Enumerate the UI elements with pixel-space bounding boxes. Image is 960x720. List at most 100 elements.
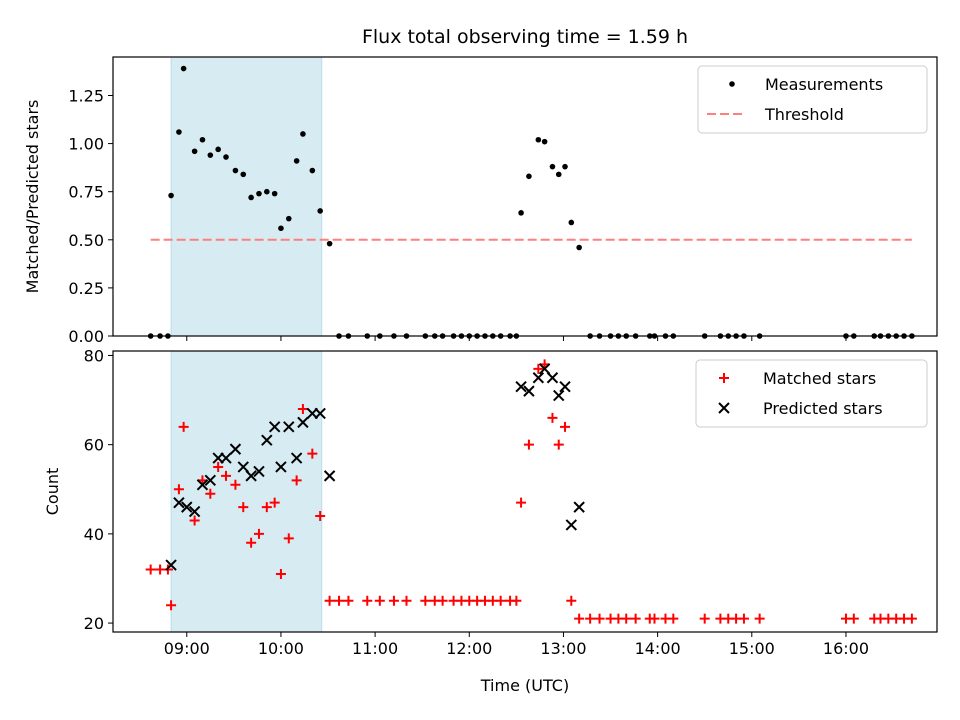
matched-star-point	[291, 475, 302, 486]
x-tick-label: 13:00	[540, 639, 586, 658]
y-tick-label: 0.25	[68, 279, 104, 298]
measurement-point	[256, 190, 262, 197]
matched-star-point	[388, 595, 399, 606]
predicted-star-point	[553, 389, 565, 402]
measurement-point	[526, 173, 532, 180]
matched-star-point	[533, 363, 544, 374]
y-tick-label: 1.00	[68, 135, 104, 154]
matched-star-point	[173, 484, 184, 495]
predicted-star-point	[204, 474, 217, 487]
x-tick-label: 11:00	[352, 639, 398, 658]
matched-star-point	[574, 613, 585, 624]
measurement-point	[168, 192, 174, 199]
matched-star-point	[324, 595, 335, 606]
matched-star-point	[343, 595, 354, 606]
predicted-star-point	[283, 421, 295, 433]
matched-star-point	[315, 511, 326, 522]
y-tick-label: 20	[84, 614, 104, 633]
measurement-point	[278, 225, 284, 232]
shaded-region	[170, 350, 323, 633]
legend-key-measurements	[729, 81, 735, 87]
matched-star-point	[401, 595, 412, 606]
matched-star-point	[594, 613, 605, 624]
matched-star-point	[754, 613, 765, 624]
panel-ratio: 0.00 0.25 0.50 0.75 1.00 1.25 Flux total obser…	[23, 26, 938, 346]
measurement-point	[326, 240, 333, 247]
predicted-star-point	[559, 380, 571, 393]
matched-star-point	[246, 537, 257, 548]
matched-star-point	[585, 613, 596, 624]
measurement-point	[271, 190, 278, 197]
predicted-star-point	[261, 434, 273, 446]
matched-star-point	[297, 403, 308, 414]
matched-star-point	[275, 569, 286, 580]
matched-star-point	[699, 613, 710, 624]
matched-star-point	[166, 600, 177, 611]
measurement-point	[568, 219, 575, 226]
predicted-star-point	[196, 479, 209, 491]
measurement-point	[180, 65, 187, 72]
matched-star-point	[334, 595, 345, 606]
predicted-star-point	[515, 380, 527, 393]
matched-star-point	[230, 479, 241, 490]
measurement-point	[215, 146, 221, 153]
measurement-point	[300, 131, 306, 137]
chart-title: Flux total observing time = 1.59 h	[362, 26, 688, 48]
measurement-point	[555, 171, 562, 178]
matched-star-point	[547, 412, 558, 423]
legend-box	[695, 359, 928, 428]
legend-label: Threshold	[764, 105, 844, 124]
predicted-star-point	[523, 385, 535, 397]
y-tick-label: 80	[84, 346, 104, 365]
y-axis-label: Count	[43, 468, 62, 516]
matched-star-point	[283, 533, 294, 544]
measurement-point	[285, 215, 292, 222]
legend-box	[697, 65, 928, 134]
measurement-point	[518, 210, 524, 216]
predicted-star-point	[188, 505, 201, 518]
matched-star-point	[906, 613, 917, 624]
predicted-star-point	[253, 465, 265, 478]
predicted-star-point	[323, 470, 336, 482]
matched-star-point	[649, 613, 660, 624]
legend-label: Predicted stars	[763, 399, 883, 418]
matched-star-point	[566, 595, 577, 606]
legend-label: Measurements	[765, 75, 883, 94]
x-tick-label: 16:00	[823, 639, 869, 658]
matched-star-point	[307, 448, 318, 459]
measurement-point	[199, 136, 206, 143]
predicted-star-point	[546, 372, 559, 384]
matched-star-point	[362, 595, 373, 606]
x-tick-label: 12:00	[446, 639, 492, 658]
matched-star-point	[238, 502, 249, 513]
x-tick-label: 10:00	[258, 639, 304, 658]
measurement-point	[562, 163, 568, 170]
measurement-point	[223, 154, 229, 160]
predicted-star-point	[314, 407, 326, 420]
y-tick-label: 40	[84, 525, 104, 544]
x-axis-label: Time (UTC)	[480, 676, 569, 695]
matched-star-point	[437, 595, 448, 606]
predicted-star-point	[237, 461, 249, 473]
predicted-star-point	[268, 421, 281, 433]
matched-star-point	[261, 502, 272, 513]
matched-star-point	[145, 564, 156, 575]
y-tick-label: 60	[84, 436, 104, 455]
matched-star-point	[253, 528, 264, 539]
predicted-star-point	[275, 461, 287, 473]
measurement-point	[232, 167, 239, 174]
predicted-star-point	[165, 559, 177, 571]
matched-star-point	[495, 595, 506, 606]
legend-key-matched	[719, 373, 729, 383]
predicted-star-point	[245, 470, 257, 482]
measurement-point	[176, 129, 182, 135]
matched-star-point	[630, 613, 641, 624]
matched-star-point	[668, 613, 679, 624]
predicted-star-point	[173, 496, 185, 509]
matched-star-point	[560, 421, 571, 432]
matched-star-point	[374, 595, 385, 606]
shaded-region	[170, 56, 323, 337]
y-axis-label: Matched/Predicted stars	[23, 100, 42, 294]
matched-star-point	[848, 613, 859, 624]
